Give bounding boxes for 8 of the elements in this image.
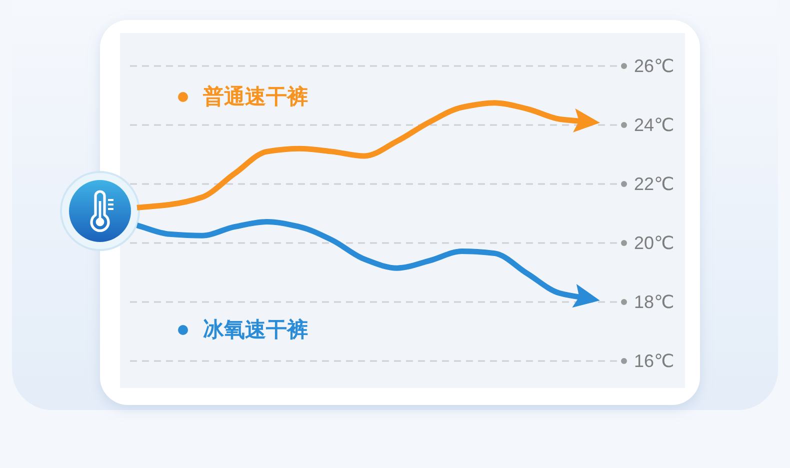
y-tick-label: 26℃ [634,56,674,76]
y-tick-label: 24℃ [634,115,674,135]
legend-label: 冰氧速干裤 [203,318,308,342]
legend-label: 普通速干裤 [203,86,308,108]
y-tick-label: 22℃ [634,174,674,194]
y-tick-label: 18℃ [634,292,674,312]
y-tick-label: 16℃ [634,351,674,371]
y-tick-label: 20℃ [634,233,674,253]
